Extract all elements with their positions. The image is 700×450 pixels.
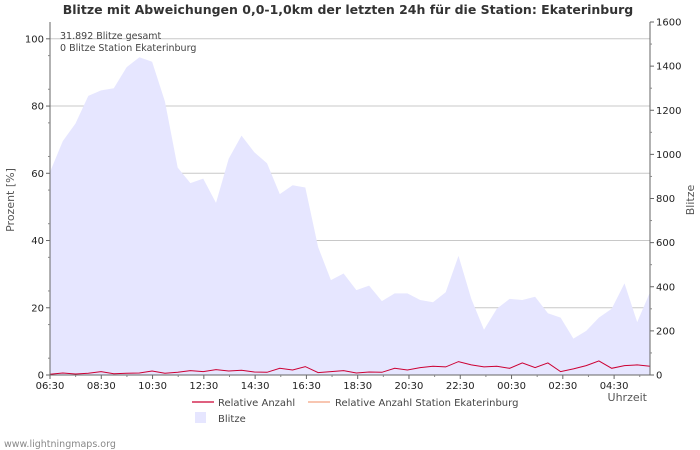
y-tick-label-left-60: 60	[31, 169, 44, 180]
x-tick-label-10:30: 10:30	[138, 381, 167, 392]
y-tick-label-right-200: 200	[656, 326, 675, 337]
legend-swatch-blitze	[195, 412, 206, 423]
series-relative-anzahl-line	[49, 360, 651, 375]
chart-title: Blitze mit Abweichungen 0,0-1,0km der le…	[63, 2, 633, 17]
y-axis-right-label: Blitze	[684, 185, 697, 216]
footer-source: www.lightningmaps.org	[4, 439, 116, 450]
x-tick-label-12:30: 12:30	[189, 381, 218, 392]
x-axis-label: Uhrzeit	[608, 391, 648, 404]
y-tick-label-right-800: 800	[656, 194, 675, 205]
legend-label-blitze: Blitze	[218, 414, 246, 425]
y-tick-label-right-1200: 1200	[656, 106, 681, 117]
y-tick-label-left-0: 0	[38, 371, 44, 382]
axes-layer: 0204060801000200400600800100012001400160…	[25, 18, 682, 393]
legend-label-relative-anzahl-station: Relative Anzahl Station Ekaterinburg	[335, 398, 518, 409]
legend: Relative Anzahl Relative Anzahl Station …	[192, 398, 518, 425]
y-tick-label-left-80: 80	[31, 102, 44, 113]
y-tick-label-left-100: 100	[25, 34, 44, 45]
area-layer	[50, 57, 650, 376]
y-axis-left-label: Prozent [%]	[4, 168, 17, 232]
y-tick-label-left-20: 20	[31, 303, 44, 314]
y-tick-label-right-1600: 1600	[656, 18, 681, 29]
x-tick-label-16:30: 16:30	[292, 381, 321, 392]
x-tick-label-22:30: 22:30	[446, 381, 475, 392]
annotation-total: 31.892 Blitze gesamt	[60, 31, 162, 42]
y-tick-label-right-1400: 1400	[656, 62, 681, 73]
series-blitze-area	[50, 57, 650, 376]
x-tick-label-18:30: 18:30	[343, 381, 372, 392]
x-tick-label-06:30: 06:30	[36, 381, 65, 392]
y-tick-label-right-0: 0	[656, 371, 662, 382]
x-tick-label-08:30: 08:30	[87, 381, 116, 392]
y-tick-label-left-40: 40	[31, 236, 44, 247]
y-tick-label-right-600: 600	[656, 238, 675, 249]
x-tick-label-04:30: 04:30	[600, 381, 629, 392]
x-tick-label-20:30: 20:30	[395, 381, 424, 392]
x-tick-label-02:30: 02:30	[548, 381, 577, 392]
x-tick-label-00:30: 00:30	[497, 381, 526, 392]
y-tick-label-right-1000: 1000	[656, 150, 681, 161]
annotation-station: 0 Blitze Station Ekaterinburg	[60, 43, 196, 54]
legend-label-relative-anzahl: Relative Anzahl	[218, 398, 295, 409]
x-tick-label-14:30: 14:30	[241, 381, 270, 392]
y-tick-label-right-400: 400	[656, 282, 675, 293]
